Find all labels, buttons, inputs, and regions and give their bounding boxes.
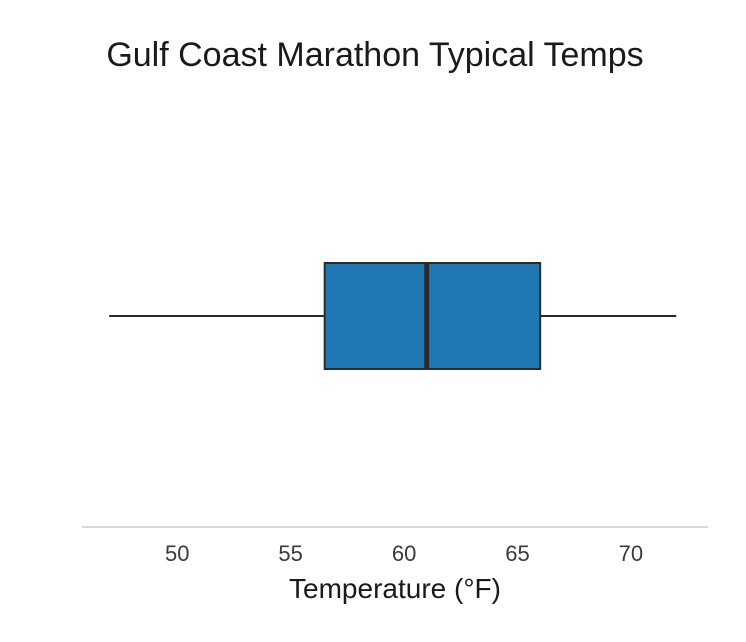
x-tick-label: 70 bbox=[619, 541, 643, 566]
chart-title: Gulf Coast Marathon Typical Temps bbox=[106, 36, 643, 74]
x-axis-label: Temperature (°F) bbox=[289, 573, 501, 604]
x-tick-label: 50 bbox=[165, 541, 189, 566]
x-axis-ticks: 50 55 60 65 70 bbox=[165, 541, 643, 566]
x-tick-label: 60 bbox=[392, 541, 416, 566]
x-tick-label: 65 bbox=[505, 541, 529, 566]
plot-area bbox=[109, 262, 677, 370]
x-tick-label: 55 bbox=[278, 541, 302, 566]
iqr-box bbox=[323, 262, 542, 370]
